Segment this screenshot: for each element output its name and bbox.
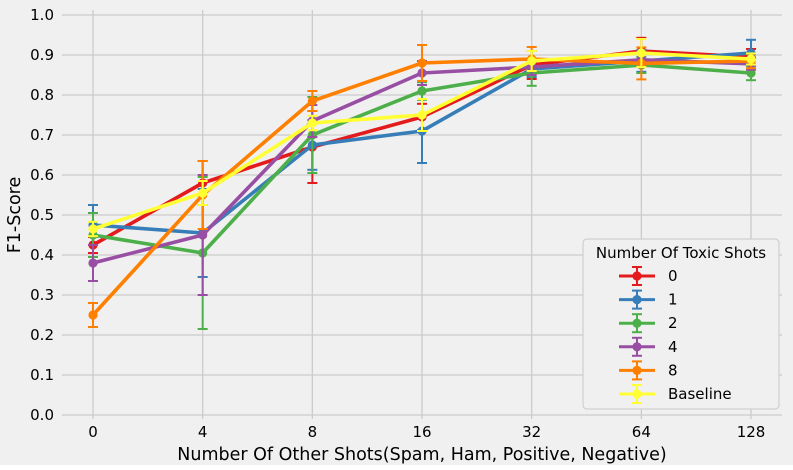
legend-label: 1 (668, 291, 678, 309)
legend-marker (632, 389, 642, 399)
data-point (636, 48, 646, 58)
y-tick-label: 0.8 (30, 86, 54, 104)
y-tick-label: 0.3 (30, 286, 54, 304)
legend-label: 4 (668, 338, 678, 356)
series-Baseline (88, 38, 757, 238)
legend-marker (632, 365, 642, 375)
legend-title: Number Of Toxic Shots (596, 244, 766, 262)
x-tick-label: 16 (412, 423, 431, 441)
x-tick-label: 0 (88, 423, 98, 441)
data-point (527, 56, 537, 66)
data-point (417, 110, 427, 120)
x-tick-label: 32 (522, 423, 541, 441)
legend-marker (632, 342, 642, 352)
y-tick-label: 1.0 (30, 6, 54, 24)
y-axis-label: F1-Score (5, 177, 25, 254)
legend-label: 2 (668, 314, 678, 332)
legend-box (582, 238, 780, 410)
x-tick-label: 8 (308, 423, 318, 441)
data-point (746, 54, 756, 64)
y-tick-label: 0.0 (30, 406, 54, 424)
legend-marker (632, 318, 642, 328)
y-tick-label: 0.5 (30, 206, 54, 224)
legend-marker (632, 271, 642, 281)
y-tick-label: 0.2 (30, 326, 54, 344)
legend-item-2: 2 (619, 313, 678, 334)
x-tick-label: 128 (737, 423, 766, 441)
data-point (307, 118, 317, 128)
legend-marker (632, 295, 642, 305)
data-point (417, 86, 427, 96)
y-tick-label: 0.6 (30, 166, 54, 184)
data-point (88, 224, 98, 234)
data-point (417, 58, 427, 68)
legend-label: 8 (668, 361, 678, 379)
data-point (307, 96, 317, 106)
legend-item-8: 8 (619, 360, 678, 381)
legend-item-Baseline: Baseline (619, 384, 732, 404)
y-tick-label: 0.7 (30, 126, 54, 144)
y-tick-label: 0.1 (30, 366, 54, 384)
x-tick-label: 64 (632, 423, 651, 441)
x-tick-label: 4 (198, 423, 208, 441)
legend-item-4: 4 (619, 336, 678, 357)
data-point (88, 310, 98, 320)
y-tick-label: 0.4 (30, 246, 54, 264)
data-point (198, 188, 208, 198)
bottom-strip (0, 465, 793, 470)
y-tick-label: 0.9 (30, 46, 54, 64)
x-axis-label: Number Of Other Shots(Spam, Ham, Positiv… (177, 445, 666, 465)
legend-item-1: 1 (619, 289, 678, 310)
data-point (198, 230, 208, 240)
axis-ticks: 0.0 0.1 0.2 0.3 0.4 0.5 0.6 0.7 0.8 0.9 1.0 0 4 8 16 32… (30, 6, 765, 441)
legend-label: 0 (668, 267, 678, 285)
legend-label: Baseline (668, 385, 732, 403)
legend: Number Of Toxic Shots 0 1 2 4 8 Baseline (582, 238, 780, 410)
legend-item-0: 0 (619, 266, 678, 286)
data-point (88, 258, 98, 268)
